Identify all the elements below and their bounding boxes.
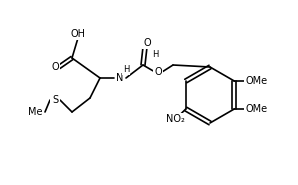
- Text: O: O: [154, 67, 162, 77]
- Text: Me: Me: [28, 107, 42, 117]
- Text: OH: OH: [71, 29, 86, 39]
- Text: H: H: [152, 50, 158, 58]
- Text: O: O: [143, 38, 151, 48]
- Text: N: N: [116, 73, 124, 83]
- Text: OMe: OMe: [245, 76, 267, 86]
- Text: S: S: [52, 95, 58, 105]
- Text: OMe: OMe: [245, 104, 267, 114]
- Text: NO₂: NO₂: [166, 114, 185, 124]
- Text: H: H: [123, 65, 129, 73]
- Text: O: O: [51, 62, 59, 72]
